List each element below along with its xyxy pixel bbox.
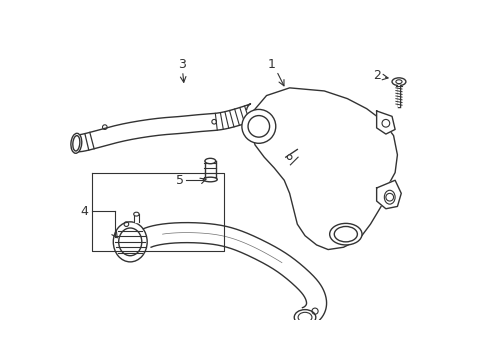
Text: 2: 2: [373, 69, 381, 82]
Text: 3: 3: [178, 58, 186, 71]
Ellipse shape: [205, 158, 216, 164]
Ellipse shape: [330, 223, 362, 245]
Ellipse shape: [392, 78, 406, 86]
Polygon shape: [252, 88, 397, 249]
Polygon shape: [134, 214, 139, 222]
Text: 5: 5: [175, 174, 184, 187]
Ellipse shape: [134, 212, 139, 216]
Ellipse shape: [71, 133, 82, 153]
Polygon shape: [377, 111, 395, 134]
Polygon shape: [377, 180, 401, 209]
Ellipse shape: [203, 177, 217, 182]
Text: 1: 1: [268, 58, 276, 71]
Text: 4: 4: [80, 204, 88, 217]
Circle shape: [287, 155, 292, 159]
Circle shape: [242, 109, 276, 143]
Polygon shape: [143, 222, 327, 327]
Polygon shape: [205, 161, 216, 180]
Ellipse shape: [113, 222, 147, 262]
Polygon shape: [77, 104, 263, 152]
Ellipse shape: [294, 310, 316, 325]
